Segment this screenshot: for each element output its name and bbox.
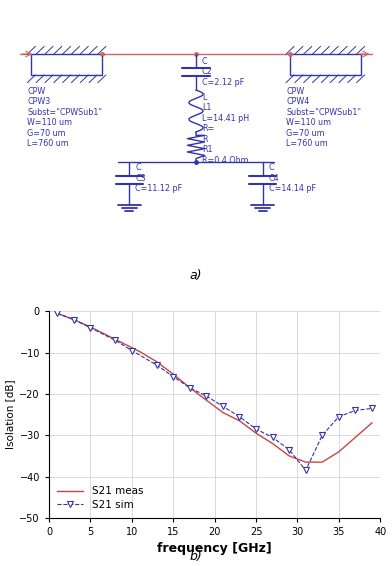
Text: CPW
CPW4
Subst="CPWSub1"
W=110 um
G=70 um
L=760 um: CPW CPW4 Subst="CPWSub1" W=110 um G=70 u… <box>286 87 361 148</box>
S21 meas <box>353 434 358 441</box>
X-axis label: frequency [GHz]: frequency [GHz] <box>157 542 272 555</box>
S21 sim <box>88 324 93 331</box>
S21 meas <box>187 384 192 391</box>
S21 meas <box>71 316 76 323</box>
S21 meas <box>287 453 292 460</box>
S21 sim <box>221 403 225 410</box>
S21 meas <box>105 332 109 338</box>
S21 sim <box>171 373 176 380</box>
S21 sim <box>204 393 209 400</box>
S21 sim <box>187 384 192 391</box>
Legend: S21 meas, S21 sim: S21 meas, S21 sim <box>54 483 146 513</box>
S21 meas <box>171 371 176 378</box>
S21 sim <box>320 432 325 439</box>
S21 sim <box>154 362 159 368</box>
S21 sim <box>71 316 76 323</box>
S21 meas <box>154 358 159 365</box>
S21 sim <box>336 413 341 420</box>
Y-axis label: Isolation [dB]: Isolation [dB] <box>5 380 15 449</box>
Line: S21 meas: S21 meas <box>57 314 372 462</box>
Text: CPW
CPW3
Subst="CPWSub1"
W=110 um
G=70 um
L=760 um: CPW CPW3 Subst="CPWSub1" W=110 um G=70 u… <box>27 87 102 148</box>
Line: S21 sim: S21 sim <box>54 310 375 474</box>
S21 meas <box>303 458 308 465</box>
S21 sim <box>270 434 275 441</box>
S21 meas <box>320 458 325 465</box>
S21 sim <box>254 426 258 432</box>
Text: C
C3
C=11.12 pF: C C3 C=11.12 pF <box>135 164 182 194</box>
S21 sim <box>237 413 242 420</box>
Bar <box>31 54 102 75</box>
S21 meas <box>221 409 225 416</box>
S21 meas <box>254 430 258 436</box>
S21 meas <box>204 397 209 404</box>
S21 meas <box>121 340 126 347</box>
S21 sim <box>287 447 292 453</box>
S21 meas <box>138 349 142 355</box>
Text: b): b) <box>190 550 202 563</box>
Text: C
C4
C=14.14 pF: C C4 C=14.14 pF <box>269 164 316 194</box>
S21 sim <box>353 407 358 414</box>
S21 sim <box>370 405 374 412</box>
Text: R
R1
R=0.4 Ohm: R R1 R=0.4 Ohm <box>202 135 249 165</box>
S21 meas <box>55 310 60 317</box>
Text: C
C2
C=2.12 pF: C C2 C=2.12 pF <box>202 57 244 87</box>
S21 meas <box>270 440 275 447</box>
Text: a): a) <box>190 269 202 282</box>
S21 meas <box>237 417 242 424</box>
S21 sim <box>55 310 60 317</box>
S21 sim <box>129 347 134 354</box>
S21 meas <box>370 419 374 426</box>
Bar <box>290 54 361 75</box>
S21 meas <box>88 324 93 331</box>
S21 meas <box>336 448 341 455</box>
Text: L
L1
L=14.41 pH
R=: L L1 L=14.41 pH R= <box>202 93 249 133</box>
S21 sim <box>113 337 118 344</box>
S21 sim <box>303 467 308 474</box>
